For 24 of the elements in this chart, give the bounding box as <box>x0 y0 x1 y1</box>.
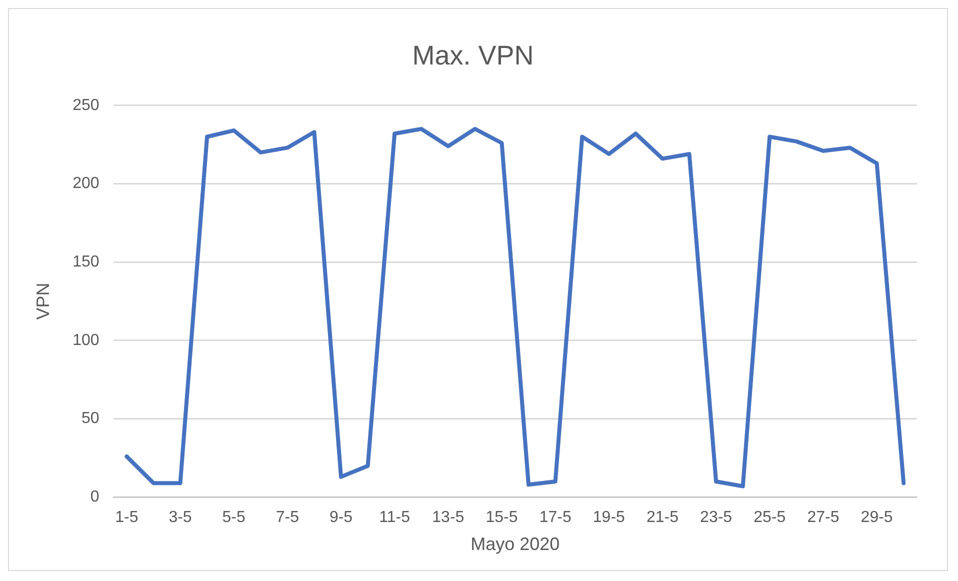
chart-title: Max. VPN <box>412 40 534 71</box>
x-tick-label: 23-5 <box>700 509 732 526</box>
x-tick-label: 7-5 <box>276 509 300 526</box>
y-tick-label: 250 <box>72 96 100 114</box>
x-tick-label: 17-5 <box>539 509 572 526</box>
y-tick-label: 0 <box>90 488 100 506</box>
x-tick-label: 5-5 <box>222 509 246 526</box>
x-tick-label: 13-5 <box>432 509 464 526</box>
x-axis-title: Mayo 2020 <box>470 534 560 554</box>
x-tick-label: 11-5 <box>379 509 410 526</box>
y-tick-label: 150 <box>72 254 100 271</box>
x-tick-label: 9-5 <box>329 509 353 526</box>
x-tick-label: 3-5 <box>168 509 192 526</box>
x-tick-label: 25-5 <box>754 509 786 526</box>
x-tick-label: 27-5 <box>807 509 840 526</box>
y-axis-title: VPN <box>32 282 53 320</box>
x-tick-label: 29-5 <box>860 509 893 526</box>
x-tick-label: 19-5 <box>592 509 626 526</box>
y-tick-label: 200 <box>72 175 100 192</box>
x-tick-label: 15-5 <box>486 509 518 526</box>
y-tick-label: 50 <box>82 410 100 428</box>
x-tick-label: 21-5 <box>646 509 679 526</box>
y-tick-label: 100 <box>72 332 100 349</box>
x-tick-label: 1-5 <box>115 509 138 526</box>
